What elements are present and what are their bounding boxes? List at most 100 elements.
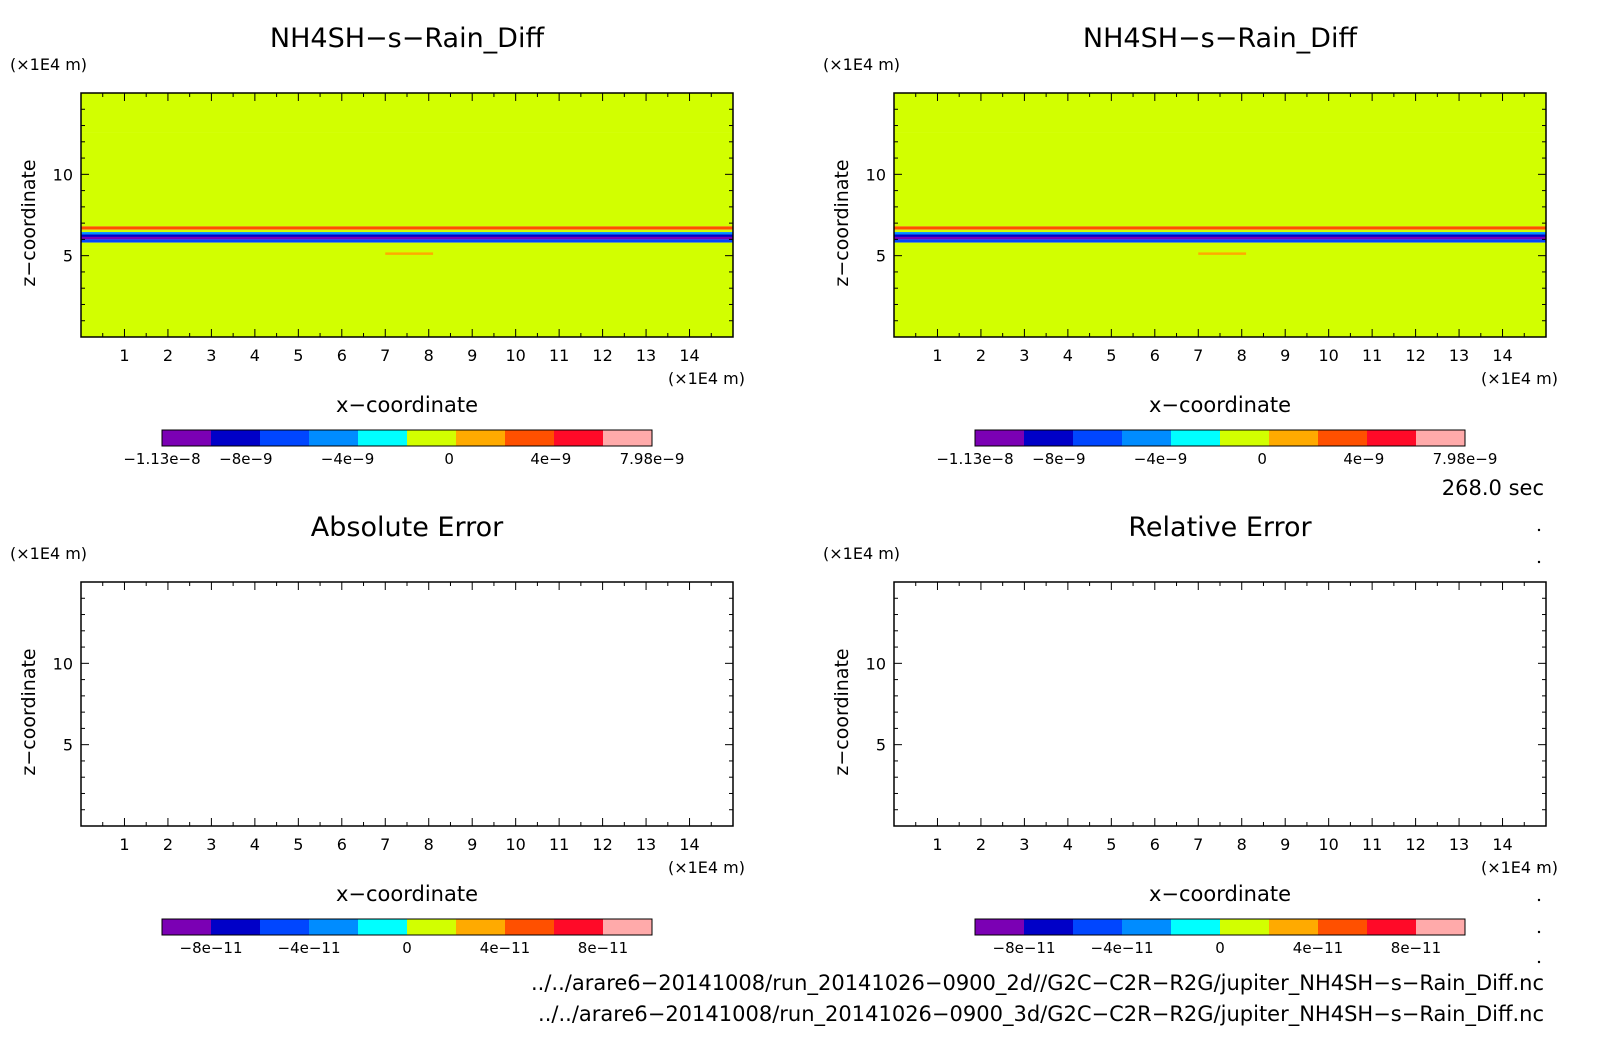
field-band: [81, 239, 733, 243]
x-tick-label: 7: [1193, 835, 1203, 854]
x-tick-label: 12: [592, 835, 612, 854]
colorbar-swatch: [309, 430, 359, 446]
x-axis-label: x−coordinate: [336, 882, 478, 906]
colorbar-swatch: [1318, 919, 1368, 935]
y-unit-label: (×1E4 m): [10, 544, 87, 563]
plot-frame: [80, 581, 734, 827]
colorbar-swatch: [505, 430, 555, 446]
field-bump: [228, 129, 325, 133]
x-tick-label: 5: [1106, 835, 1116, 854]
x-tick-label: 1: [119, 346, 129, 365]
field-band: [81, 234, 733, 237]
colorbar-swatch: [1269, 919, 1319, 935]
panel-title: Relative Error: [1128, 512, 1312, 543]
x-tick-label: 9: [467, 835, 477, 854]
colorbar-tick-label: 7.98e−9: [620, 450, 685, 468]
x-tick-label: 11: [1362, 835, 1382, 854]
colorbar: −1.13e−8 −8e−9 −4e−9 0 4e−9 7.98e−9: [936, 429, 1497, 468]
colorbar-swatch: [554, 919, 604, 935]
panel-title: NH4SH−s−Rain_Diff: [1083, 23, 1359, 54]
x-axis-label: x−coordinate: [1149, 393, 1291, 417]
y-axis-label: z−coordinate: [831, 648, 853, 775]
x-tick-label: 7: [1193, 346, 1203, 365]
field-band: [81, 232, 733, 235]
colorbar-swatch: [975, 919, 1025, 935]
field-band: [894, 132, 1546, 227]
x-unit-label: (×1E4 m): [1481, 858, 1558, 877]
x-axis-label: x−coordinate: [336, 393, 478, 417]
x-tick-label: 9: [1280, 346, 1290, 365]
x-tick-label: 13: [636, 835, 656, 854]
field-band: [894, 239, 1546, 243]
x-tick-label: 5: [1106, 346, 1116, 365]
x-tick-label: 8: [1237, 835, 1247, 854]
time-label: 268.0 sec: [1442, 476, 1544, 500]
plot-frame: [893, 581, 1547, 827]
x-tick-label: 2: [163, 835, 173, 854]
field-band: [894, 226, 1546, 230]
x-tick-label: 11: [549, 346, 569, 365]
x-axis-label: x−coordinate: [1149, 882, 1291, 906]
x-tick-label: 9: [467, 346, 477, 365]
y-unit-label: (×1E4 m): [10, 55, 87, 74]
field-bump: [1319, 129, 1407, 133]
field-bump: [385, 252, 434, 255]
colorbar-swatch: [456, 430, 506, 446]
colorbar-tick-label: −4e−9: [1134, 450, 1187, 468]
colorbar-swatch: [1024, 430, 1074, 446]
colorbar-swatch: [260, 919, 310, 935]
colorbar-tick-label: −1.13e−8: [123, 450, 200, 468]
x-tick-label: 6: [1150, 835, 1160, 854]
colorbar-swatch: [211, 430, 261, 446]
x-tick-label: 3: [1019, 346, 1029, 365]
colorbar-swatch: [260, 430, 310, 446]
y-unit-label: (×1E4 m): [823, 55, 900, 74]
y-tick-label: 10: [866, 654, 886, 673]
colorbar-tick-label: −4e−11: [1091, 939, 1154, 957]
x-tick-label: 7: [380, 835, 390, 854]
colorbar-swatch: [554, 430, 604, 446]
x-tick-label: 8: [424, 346, 434, 365]
colorbar-swatch: [1416, 430, 1466, 446]
x-tick-label: 6: [1150, 346, 1160, 365]
colorbar-tick-label: 0: [402, 939, 412, 957]
y-tick-label: 5: [63, 247, 73, 266]
field-bump: [1193, 258, 1255, 268]
colorbar: −8e−11 −4e−11 0 4e−11 8e−11: [161, 918, 653, 957]
colorbar-swatch: [1318, 430, 1368, 446]
x-tick-label: 14: [1492, 346, 1512, 365]
x-tick-label: 2: [163, 346, 173, 365]
colorbar-frame: [161, 429, 653, 447]
x-tick-label: 6: [337, 346, 347, 365]
x-tick-label: 10: [1318, 835, 1338, 854]
panel-title: Absolute Error: [311, 512, 504, 543]
x-tick-label: 4: [1063, 346, 1073, 365]
panel-2: NH4SH−s−Rain_Diff(×1E4 m)1 2 3 4 5 6 7 8 9 10 11 12…: [823, 23, 1558, 468]
field-band: [894, 93, 1546, 133]
field-band: [894, 234, 1546, 237]
colorbar-swatch: [603, 919, 653, 935]
field-band: [81, 229, 733, 233]
colorbar-frame: [161, 918, 653, 936]
colorbar-tick-label: 8e−11: [578, 939, 628, 957]
colorbar-swatch: [211, 919, 261, 935]
colorbar-frame: [974, 429, 1466, 447]
field-bump: [380, 258, 442, 268]
x-tick-label: 11: [1362, 346, 1382, 365]
x-tick-label: 13: [636, 346, 656, 365]
y-tick-label: 10: [866, 165, 886, 184]
y-unit-label: (×1E4 m): [823, 544, 900, 563]
x-tick-label: 10: [505, 346, 525, 365]
x-unit-label: (×1E4 m): [1481, 369, 1558, 388]
field-band: [81, 93, 733, 133]
colorbar-swatch: [162, 919, 212, 935]
colorbar-tick-label: −8e−11: [180, 939, 243, 957]
colorbar-frame: [974, 918, 1466, 936]
colorbar-swatch: [1024, 919, 1074, 935]
x-tick-label: 9: [1280, 835, 1290, 854]
x-tick-label: 11: [549, 835, 569, 854]
x-tick-label: 3: [206, 835, 216, 854]
x-unit-label: (×1E4 m): [668, 369, 745, 388]
x-tick-label: 7: [380, 346, 390, 365]
colorbar-tick-label: 0: [444, 450, 454, 468]
